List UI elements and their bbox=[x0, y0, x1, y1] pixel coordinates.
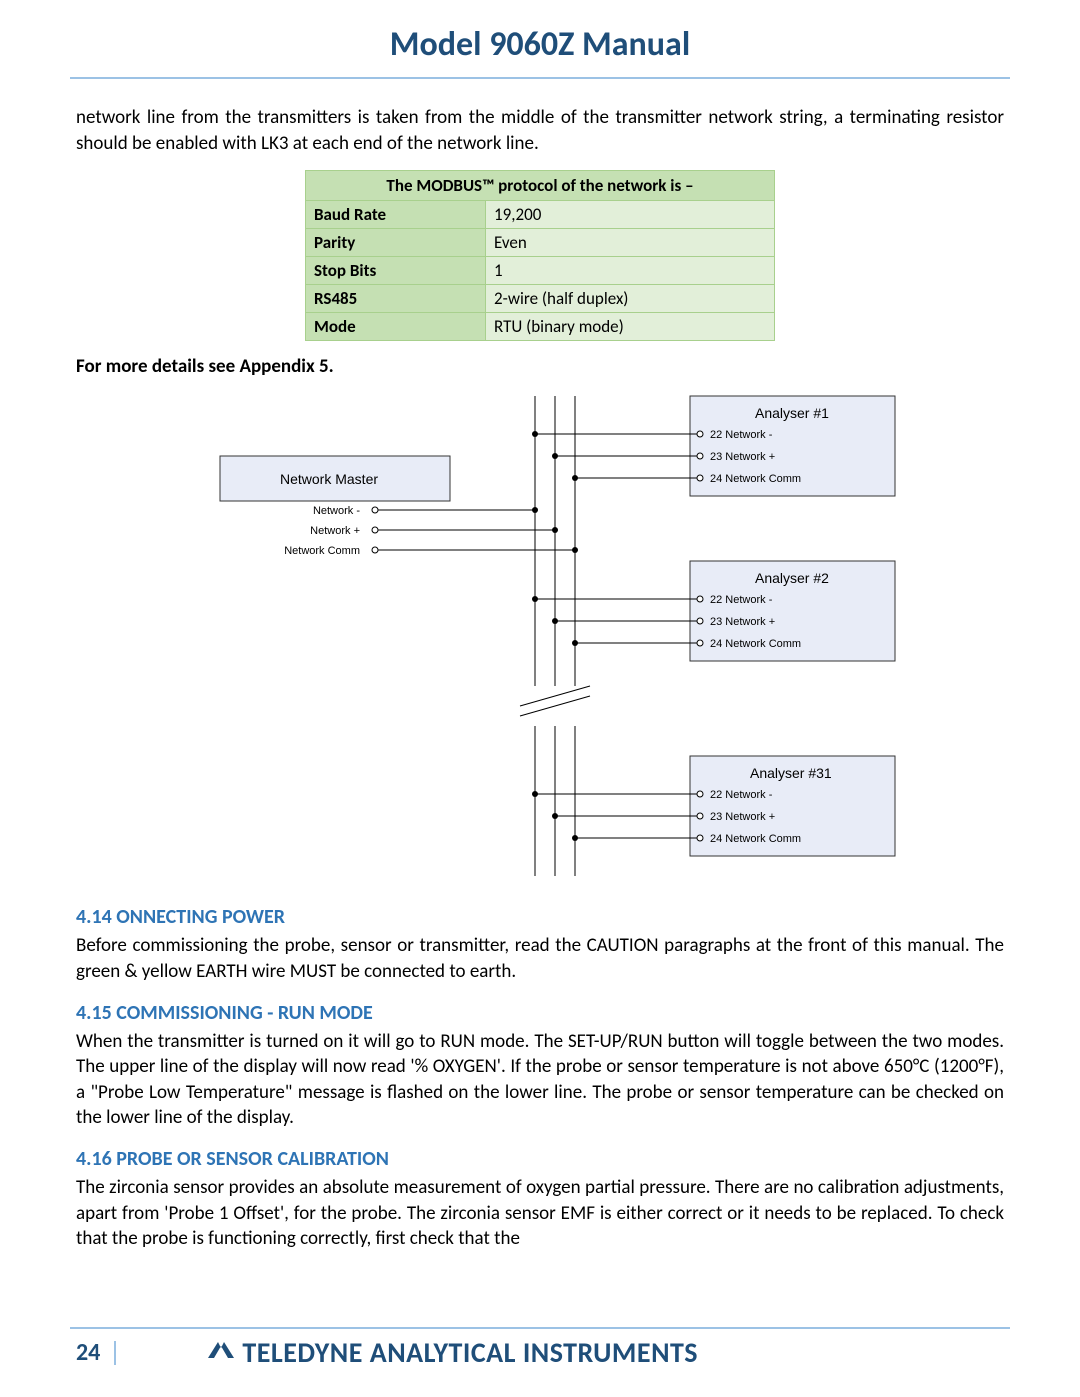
diagram-master-label: Network Master bbox=[280, 471, 378, 487]
diagram-port-label: 24 Network Comm bbox=[710, 638, 801, 650]
diagram-port-label: 24 Network Comm bbox=[710, 473, 801, 485]
diagram-analyser-title: Analyser #1 bbox=[755, 405, 829, 421]
modbus-label: Mode bbox=[306, 313, 486, 341]
modbus-value: RTU (binary mode) bbox=[486, 313, 775, 341]
table-row: Mode RTU (binary mode) bbox=[306, 313, 775, 341]
modbus-value: Even bbox=[486, 229, 775, 257]
footer-brand-text: TELEDYNE ANALYTICAL INSTRUMENTS bbox=[242, 1335, 698, 1370]
page-footer: 24 TELEDYNE ANALYTICAL INSTRUMENTS bbox=[0, 1327, 1080, 1367]
page-title: Model 9060Z Manual bbox=[0, 0, 1080, 77]
diagram-port-label: 22 Network - bbox=[710, 789, 773, 801]
diagram-master-port: Network Comm bbox=[284, 545, 360, 557]
modbus-value: 19,200 bbox=[486, 201, 775, 229]
diagram-port-label: 22 Network - bbox=[710, 594, 773, 606]
section-heading: 4.16 PROBE OR SENSOR CALIBRATION bbox=[76, 1147, 1004, 1171]
intro-paragraph: network line from the transmitters is ta… bbox=[76, 105, 1004, 156]
diagram-port-label: 22 Network - bbox=[710, 429, 773, 441]
diagram-analyser-title: Analyser #2 bbox=[755, 570, 829, 586]
section-body: The zirconia sensor provides an absolute… bbox=[76, 1175, 1004, 1252]
table-row: Baud Rate 19,200 bbox=[306, 201, 775, 229]
modbus-value: 1 bbox=[486, 257, 775, 285]
diagram-master-port: Network - bbox=[313, 505, 360, 517]
modbus-protocol-table: The MODBUS™ protocol of the network is –… bbox=[305, 170, 775, 341]
modbus-value: 2-wire (half duplex) bbox=[486, 285, 775, 313]
modbus-label: Stop Bits bbox=[306, 257, 486, 285]
modbus-label: Baud Rate bbox=[306, 201, 486, 229]
diagram-port-label: 23 Network + bbox=[710, 811, 775, 823]
section-heading: 4.14 ONNECTING POWER bbox=[76, 905, 1004, 929]
table-row: RS485 2-wire (half duplex) bbox=[306, 285, 775, 313]
content-area: network line from the transmitters is ta… bbox=[0, 105, 1080, 1252]
page-number: 24 bbox=[76, 1341, 116, 1365]
diagram-port-label: 23 Network + bbox=[710, 451, 775, 463]
header-rule bbox=[70, 77, 1010, 79]
footer-brand: TELEDYNE ANALYTICAL INSTRUMENTS bbox=[206, 1335, 698, 1370]
section-heading: 4.15 COMMISSIONING - RUN MODE bbox=[76, 1001, 1004, 1025]
section-body: Before commissioning the probe, sensor o… bbox=[76, 933, 1004, 984]
diagram-port-label: 23 Network + bbox=[710, 616, 775, 628]
network-diagram: Network Master Network - Network + Netwo… bbox=[160, 386, 920, 881]
brand-logo-icon bbox=[206, 1335, 236, 1370]
table-row: Parity Even bbox=[306, 229, 775, 257]
section-body: When the transmitter is turned on it wil… bbox=[76, 1029, 1004, 1132]
diagram-analyser-title: Analyser #31 bbox=[750, 765, 832, 781]
table-row: Stop Bits 1 bbox=[306, 257, 775, 285]
appendix-note: For more details see Appendix 5. bbox=[76, 355, 1004, 378]
diagram-port-label: 24 Network Comm bbox=[710, 833, 801, 845]
diagram-master-port: Network + bbox=[310, 525, 360, 537]
modbus-label: Parity bbox=[306, 229, 486, 257]
modbus-label: RS485 bbox=[306, 285, 486, 313]
modbus-table-title: The MODBUS™ protocol of the network is – bbox=[306, 171, 775, 201]
